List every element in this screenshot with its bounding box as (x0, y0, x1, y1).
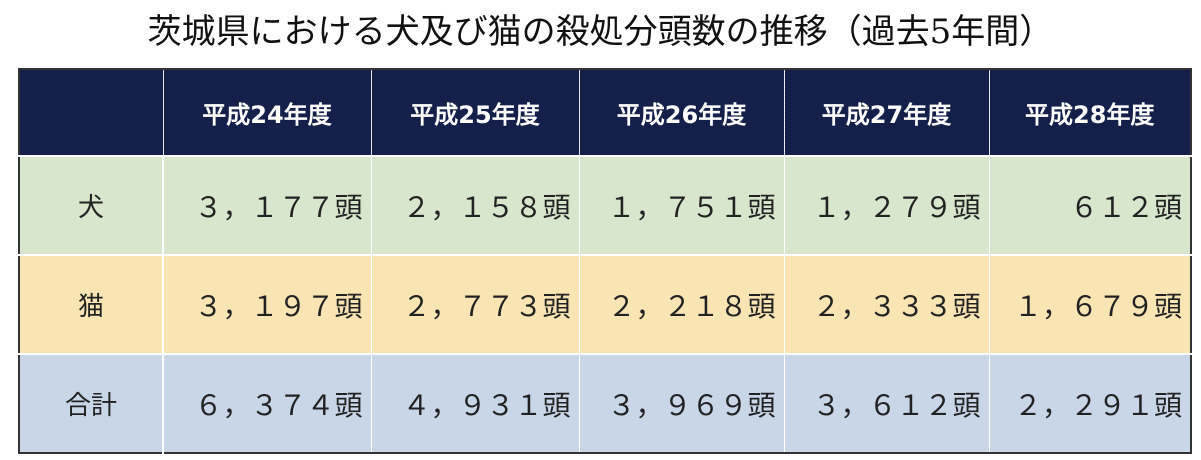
header-cell: 平成27年度 (783, 69, 989, 156)
data-cell: ２，２９１頭 (988, 353, 1191, 453)
data-cell: ４，９３１頭 (370, 353, 579, 453)
data-cell: １，６７９頭 (988, 254, 1191, 354)
data-cell: ６１２頭 (988, 155, 1191, 255)
header-cell: 平成24年度 (162, 69, 371, 156)
row-label: 合計 (19, 353, 164, 453)
corner-cell (19, 69, 163, 156)
data-cell: １，２７９頭 (783, 155, 989, 255)
data-cell: ２，２１８頭 (578, 254, 784, 354)
table-row: 犬 ３，１７７頭 ２，１５８頭 １，７５１頭 １，２７９頭 ６１２頭 (19, 155, 1191, 255)
data-cell: ２，３３３頭 (783, 254, 989, 354)
data-cell: ３，１７７頭 (162, 155, 371, 255)
table-body: 犬 ３，１７７頭 ２，１５８頭 １，７５１頭 １，２７９頭 ６１２頭猫 ３，１９７頭 ２，７７… (19, 155, 1191, 453)
data-cell: ２，７７３頭 (370, 254, 579, 354)
header-cell: 平成26年度 (578, 69, 784, 156)
header-row: 平成24年度 平成25年度 平成26年度 平成27年度 平成28年度 (19, 69, 1191, 156)
data-table: 平成24年度 平成25年度 平成26年度 平成27年度 平成28年度 犬 ３，１７… (18, 68, 1192, 454)
data-cell: １，７５１頭 (578, 155, 784, 255)
header-cell: 平成25年度 (370, 69, 579, 156)
data-cell: ６，３７４頭 (162, 353, 371, 453)
data-cell: ２，１５８頭 (370, 155, 579, 255)
table-header: 平成24年度 平成25年度 平成26年度 平成27年度 平成28年度 (19, 69, 1191, 156)
header-cell: 平成28年度 (988, 69, 1191, 156)
row-label: 犬 (19, 155, 164, 255)
title: 茨城県における犬及び猫の殺処分頭数の推移（過去5年間） (147, 12, 1054, 52)
data-cell: ３，６１２頭 (783, 353, 989, 453)
data-cell: ３，９６９頭 (578, 353, 784, 453)
table-row: 猫 ３，１９７頭 ２，７７３頭 ２，２１８頭 ２，３３３頭 １，６７９頭 (19, 254, 1191, 354)
data-cell: ３，１９７頭 (162, 254, 371, 354)
table-row: 合計 ６，３７４頭 ４，９３１頭 ３，９６９頭 ３，６１２頭 ２，２９１頭 (19, 353, 1191, 453)
row-label: 猫 (19, 254, 164, 354)
